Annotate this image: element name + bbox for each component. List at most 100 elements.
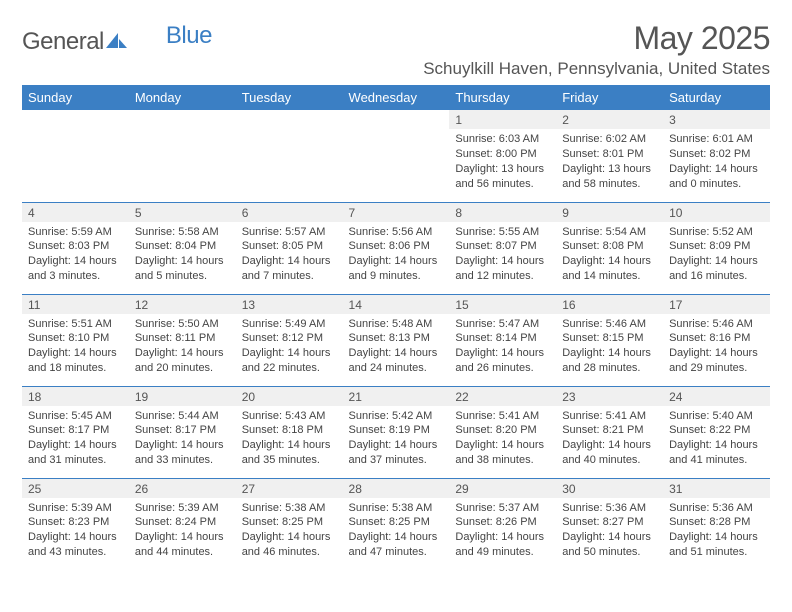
daylight-text: Daylight: 14 hours and 26 minutes. (455, 346, 550, 376)
sunset-text: Sunset: 8:02 PM (669, 147, 764, 162)
calendar-cell: 13Sunrise: 5:49 AMSunset: 8:12 PMDayligh… (236, 294, 343, 386)
calendar-cell: 1Sunrise: 6:03 AMSunset: 8:00 PMDaylight… (449, 110, 556, 202)
sunset-text: Sunset: 8:00 PM (455, 147, 550, 162)
calendar-row: 1Sunrise: 6:03 AMSunset: 8:00 PMDaylight… (22, 110, 770, 202)
day-detail: Sunrise: 5:48 AMSunset: 8:13 PMDaylight:… (343, 314, 450, 380)
daylight-text: Daylight: 14 hours and 16 minutes. (669, 254, 764, 284)
calendar-table: Sunday Monday Tuesday Wednesday Thursday… (22, 85, 770, 570)
daylight-text: Daylight: 14 hours and 18 minutes. (28, 346, 123, 376)
daylight-text: Daylight: 14 hours and 9 minutes. (349, 254, 444, 284)
title-block: May 2025 Schuylkill Haven, Pennsylvania,… (423, 20, 770, 79)
calendar-cell: 29Sunrise: 5:37 AMSunset: 8:26 PMDayligh… (449, 478, 556, 570)
sunset-text: Sunset: 8:10 PM (28, 331, 123, 346)
sunset-text: Sunset: 8:14 PM (455, 331, 550, 346)
day-number: 17 (663, 295, 770, 314)
logo-text-gray: General (22, 28, 104, 56)
daylight-text: Daylight: 14 hours and 47 minutes. (349, 530, 444, 560)
sunrise-text: Sunrise: 5:59 AM (28, 225, 123, 240)
sunrise-text: Sunrise: 5:55 AM (455, 225, 550, 240)
calendar-cell: 30Sunrise: 5:36 AMSunset: 8:27 PMDayligh… (556, 478, 663, 570)
day-detail: Sunrise: 5:46 AMSunset: 8:15 PMDaylight:… (556, 314, 663, 380)
sunrise-text: Sunrise: 5:58 AM (135, 225, 230, 240)
sunset-text: Sunset: 8:15 PM (562, 331, 657, 346)
day-number: 4 (22, 203, 129, 222)
sunrise-text: Sunrise: 5:39 AM (135, 501, 230, 516)
calendar-cell: 6Sunrise: 5:57 AMSunset: 8:05 PMDaylight… (236, 202, 343, 294)
day-number: 8 (449, 203, 556, 222)
calendar-cell: 22Sunrise: 5:41 AMSunset: 8:20 PMDayligh… (449, 386, 556, 478)
day-detail: Sunrise: 6:02 AMSunset: 8:01 PMDaylight:… (556, 129, 663, 195)
calendar-cell (236, 110, 343, 202)
day-number: 29 (449, 479, 556, 498)
sunset-text: Sunset: 8:04 PM (135, 239, 230, 254)
day-detail: Sunrise: 5:38 AMSunset: 8:25 PMDaylight:… (236, 498, 343, 564)
day-number: 18 (22, 387, 129, 406)
day-detail: Sunrise: 5:39 AMSunset: 8:24 PMDaylight:… (129, 498, 236, 564)
sunrise-text: Sunrise: 5:38 AM (242, 501, 337, 516)
day-number: 14 (343, 295, 450, 314)
calendar-cell: 19Sunrise: 5:44 AMSunset: 8:17 PMDayligh… (129, 386, 236, 478)
sunset-text: Sunset: 8:01 PM (562, 147, 657, 162)
sunset-text: Sunset: 8:06 PM (349, 239, 444, 254)
sunrise-text: Sunrise: 5:43 AM (242, 409, 337, 424)
weekday-header: Sunday (22, 85, 129, 110)
calendar-cell: 31Sunrise: 5:36 AMSunset: 8:28 PMDayligh… (663, 478, 770, 570)
sunset-text: Sunset: 8:16 PM (669, 331, 764, 346)
daylight-text: Daylight: 14 hours and 33 minutes. (135, 438, 230, 468)
calendar-cell: 21Sunrise: 5:42 AMSunset: 8:19 PMDayligh… (343, 386, 450, 478)
day-detail: Sunrise: 5:52 AMSunset: 8:09 PMDaylight:… (663, 222, 770, 288)
daylight-text: Daylight: 13 hours and 58 minutes. (562, 162, 657, 192)
daylight-text: Daylight: 14 hours and 40 minutes. (562, 438, 657, 468)
daylight-text: Daylight: 14 hours and 14 minutes. (562, 254, 657, 284)
sunrise-text: Sunrise: 5:46 AM (669, 317, 764, 332)
calendar-cell: 8Sunrise: 5:55 AMSunset: 8:07 PMDaylight… (449, 202, 556, 294)
day-number: 30 (556, 479, 663, 498)
day-number: 1 (449, 110, 556, 129)
day-detail: Sunrise: 5:55 AMSunset: 8:07 PMDaylight:… (449, 222, 556, 288)
sunset-text: Sunset: 8:17 PM (135, 423, 230, 438)
daylight-text: Daylight: 14 hours and 44 minutes. (135, 530, 230, 560)
calendar-cell: 28Sunrise: 5:38 AMSunset: 8:25 PMDayligh… (343, 478, 450, 570)
day-number: 13 (236, 295, 343, 314)
daylight-text: Daylight: 14 hours and 28 minutes. (562, 346, 657, 376)
day-number: 5 (129, 203, 236, 222)
sunrise-text: Sunrise: 5:41 AM (562, 409, 657, 424)
day-number: 28 (343, 479, 450, 498)
sunrise-text: Sunrise: 5:50 AM (135, 317, 230, 332)
calendar-cell: 9Sunrise: 5:54 AMSunset: 8:08 PMDaylight… (556, 202, 663, 294)
day-detail: Sunrise: 5:37 AMSunset: 8:26 PMDaylight:… (449, 498, 556, 564)
calendar-cell: 20Sunrise: 5:43 AMSunset: 8:18 PMDayligh… (236, 386, 343, 478)
calendar-cell (343, 110, 450, 202)
day-detail: Sunrise: 5:44 AMSunset: 8:17 PMDaylight:… (129, 406, 236, 472)
day-number: 7 (343, 203, 450, 222)
sunset-text: Sunset: 8:25 PM (349, 515, 444, 530)
calendar-cell: 10Sunrise: 5:52 AMSunset: 8:09 PMDayligh… (663, 202, 770, 294)
sunrise-text: Sunrise: 5:54 AM (562, 225, 657, 240)
sunset-text: Sunset: 8:25 PM (242, 515, 337, 530)
daylight-text: Daylight: 14 hours and 37 minutes. (349, 438, 444, 468)
daylight-text: Daylight: 14 hours and 3 minutes. (28, 254, 123, 284)
daylight-text: Daylight: 14 hours and 5 minutes. (135, 254, 230, 284)
day-detail: Sunrise: 5:36 AMSunset: 8:28 PMDaylight:… (663, 498, 770, 564)
calendar-cell: 16Sunrise: 5:46 AMSunset: 8:15 PMDayligh… (556, 294, 663, 386)
day-detail: Sunrise: 6:03 AMSunset: 8:00 PMDaylight:… (449, 129, 556, 195)
day-number: 3 (663, 110, 770, 129)
daylight-text: Daylight: 14 hours and 29 minutes. (669, 346, 764, 376)
calendar-cell (22, 110, 129, 202)
daylight-text: Daylight: 14 hours and 35 minutes. (242, 438, 337, 468)
daylight-text: Daylight: 14 hours and 22 minutes. (242, 346, 337, 376)
sunrise-text: Sunrise: 5:45 AM (28, 409, 123, 424)
day-detail: Sunrise: 5:49 AMSunset: 8:12 PMDaylight:… (236, 314, 343, 380)
day-detail: Sunrise: 5:39 AMSunset: 8:23 PMDaylight:… (22, 498, 129, 564)
sunset-text: Sunset: 8:18 PM (242, 423, 337, 438)
calendar-cell: 12Sunrise: 5:50 AMSunset: 8:11 PMDayligh… (129, 294, 236, 386)
sunrise-text: Sunrise: 5:41 AM (455, 409, 550, 424)
sunset-text: Sunset: 8:19 PM (349, 423, 444, 438)
daylight-text: Daylight: 14 hours and 20 minutes. (135, 346, 230, 376)
daylight-text: Daylight: 14 hours and 41 minutes. (669, 438, 764, 468)
day-number: 23 (556, 387, 663, 406)
day-detail: Sunrise: 5:41 AMSunset: 8:21 PMDaylight:… (556, 406, 663, 472)
sunset-text: Sunset: 8:23 PM (28, 515, 123, 530)
day-number: 12 (129, 295, 236, 314)
daylight-text: Daylight: 14 hours and 24 minutes. (349, 346, 444, 376)
